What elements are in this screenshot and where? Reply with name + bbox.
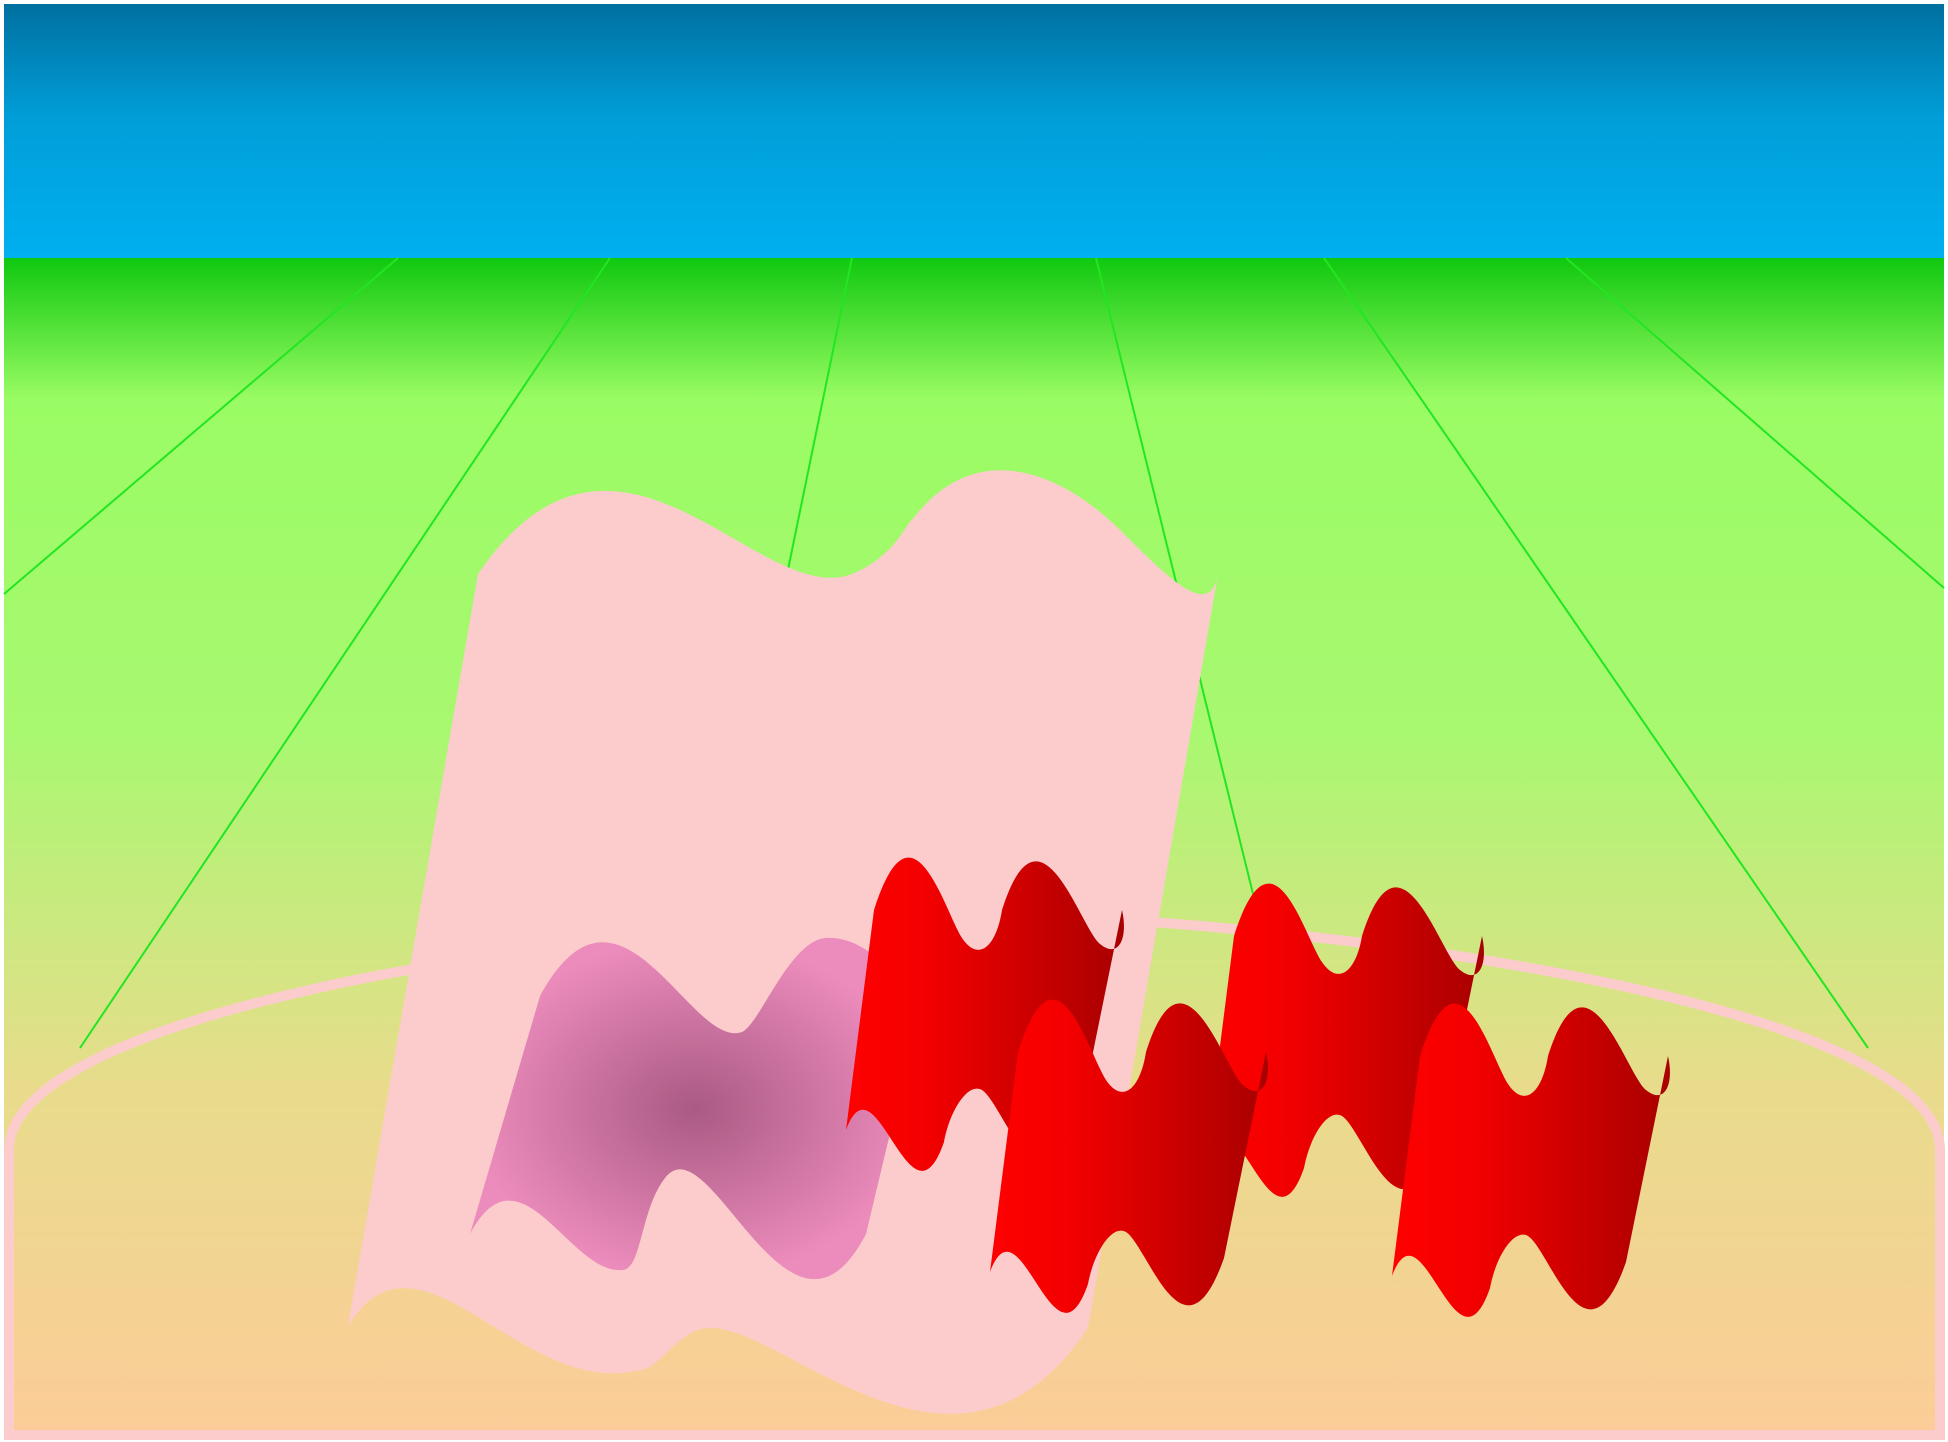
ray-line xyxy=(1565,257,1945,589)
ray-line xyxy=(1323,257,1869,1049)
ray-line xyxy=(3,257,399,595)
sky-band xyxy=(4,4,1944,258)
pink-flag xyxy=(470,937,920,1280)
red-flag xyxy=(990,999,1268,1313)
perspective-rays xyxy=(3,257,1945,1049)
ray-line xyxy=(775,257,853,629)
ray-line xyxy=(79,257,611,1049)
red-flag xyxy=(1392,1003,1670,1317)
